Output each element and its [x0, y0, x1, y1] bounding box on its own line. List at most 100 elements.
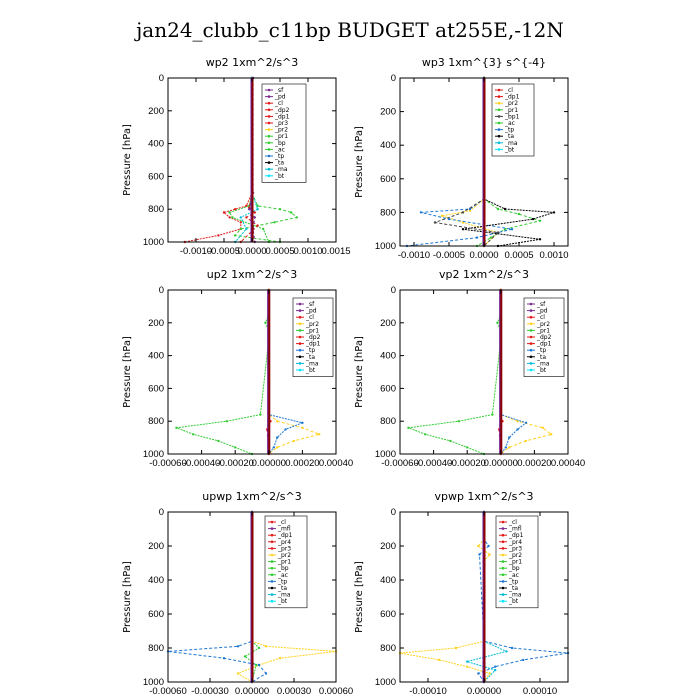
legend-marker — [270, 527, 274, 530]
legend-entry: _ta — [508, 585, 518, 592]
y-tick-label: 600 — [148, 383, 164, 394]
data-point — [272, 446, 275, 449]
legend-entry: _ma — [274, 166, 288, 173]
legend-entry: _bt — [274, 173, 285, 180]
data-point — [477, 672, 480, 675]
x-tick-label: 0.00040 — [319, 458, 353, 469]
legend-marker — [270, 573, 274, 577]
legend-entry: _ma — [305, 360, 319, 367]
legend-marker — [501, 560, 505, 563]
legend-box — [495, 515, 539, 609]
y-tick-label: 800 — [148, 643, 164, 654]
legend-marker — [529, 342, 533, 345]
data-point — [424, 433, 427, 436]
legend-marker — [270, 547, 274, 550]
data-point — [438, 658, 441, 662]
series-line-pr2 — [441, 78, 499, 247]
data-point — [234, 234, 237, 237]
legend-entry: _bp1 — [504, 113, 520, 120]
y-tick-label: 1000 — [375, 449, 396, 460]
legend-entry: _bt — [277, 598, 288, 605]
legend-marker — [267, 108, 271, 112]
data-point — [236, 645, 240, 648]
legend-marker — [298, 342, 302, 345]
legend-marker — [267, 154, 271, 158]
legend-entry: _sf — [536, 301, 546, 308]
data-point — [295, 216, 298, 219]
legend-entry: _bp — [274, 140, 286, 147]
legend-entry: _tp — [504, 127, 514, 134]
data-point — [256, 224, 259, 227]
data-point — [234, 208, 237, 211]
legend-marker — [501, 593, 505, 596]
data-point — [538, 219, 542, 222]
data-point — [466, 446, 469, 449]
data-point — [475, 236, 479, 239]
legend-marker — [501, 527, 505, 530]
legend-entry: _ac — [504, 120, 515, 127]
data-point — [192, 433, 195, 436]
legend-entry: _dp1 — [508, 532, 524, 539]
data-point — [278, 208, 282, 211]
data-point — [466, 660, 469, 663]
x-tick-label: 0.0010 — [539, 250, 568, 261]
legend-entry: _pr3 — [277, 545, 291, 552]
panel-5: upwp 1xm^2/s^3 Pressure [hPa] 0 200 400 600 80… — [122, 490, 353, 697]
data-point — [276, 420, 279, 423]
legend-entry: _dp1 — [536, 341, 552, 348]
legend-marker — [298, 309, 302, 312]
y-tick-label: 200 — [148, 106, 164, 117]
legend-marker — [298, 315, 302, 319]
legend-marker — [497, 148, 501, 151]
legend-marker — [497, 101, 501, 105]
legend-entry: _cl — [504, 87, 513, 94]
legend-entry: _pr2 — [508, 552, 522, 559]
x-tick-label: 0.00040 — [551, 458, 585, 469]
legend-marker — [501, 580, 505, 583]
x-tick-label: 0.0005 — [265, 246, 294, 257]
x-tick-label: 0.00010 — [523, 686, 557, 697]
data-point — [245, 227, 248, 231]
x-tick-label: 0.0005 — [504, 250, 533, 261]
legend-entry: _pr2 — [274, 127, 288, 134]
data-point — [419, 211, 423, 214]
data-point — [301, 421, 304, 424]
legend-entry: _dp1 — [504, 94, 520, 101]
legend-marker — [529, 368, 533, 372]
data-point — [538, 238, 542, 241]
x-tick-label: 0.0015 — [321, 246, 350, 257]
x-tick-label: 0.00030 — [277, 686, 311, 697]
data-point — [301, 426, 304, 429]
y-axis-label: Pressure [hPa] — [354, 336, 365, 408]
y-tick-label: 800 — [380, 207, 396, 218]
x-tick-label: 0.00000 — [467, 686, 501, 697]
data-point — [245, 216, 248, 219]
legend-marker — [267, 88, 271, 92]
plot-frame — [399, 289, 569, 455]
legend-marker — [267, 174, 271, 178]
legend-marker — [497, 141, 501, 145]
series-line-tp — [500, 290, 528, 455]
data-point — [550, 433, 553, 436]
y-axis-label: Pressure [hPa] — [122, 561, 133, 633]
series-line-cl — [184, 78, 253, 243]
x-tick-label: -0.00010 — [409, 686, 447, 697]
series-line-pr1 — [176, 290, 270, 455]
data-point — [510, 228, 514, 231]
legend-marker — [270, 599, 274, 603]
data-point — [504, 446, 507, 449]
x-tick-label: -0.00060 — [149, 458, 187, 469]
legend-entry: _pr1 — [504, 107, 518, 114]
legend-entry: _pr1 — [274, 133, 288, 140]
y-tick-label: 600 — [148, 609, 164, 620]
y-tick-label: 600 — [380, 174, 396, 185]
data-point — [273, 221, 276, 224]
panel-title: upwp 1xm^2/s^3 — [202, 490, 302, 503]
y-tick-label: 600 — [148, 171, 164, 182]
legend-entry: _pr2 — [305, 321, 319, 328]
legend-entry: _bt — [536, 367, 547, 374]
series-line-tp — [406, 78, 513, 247]
y-tick-label: 800 — [380, 643, 396, 654]
data-point — [236, 672, 240, 675]
y-tick-label: 0 — [391, 507, 396, 518]
